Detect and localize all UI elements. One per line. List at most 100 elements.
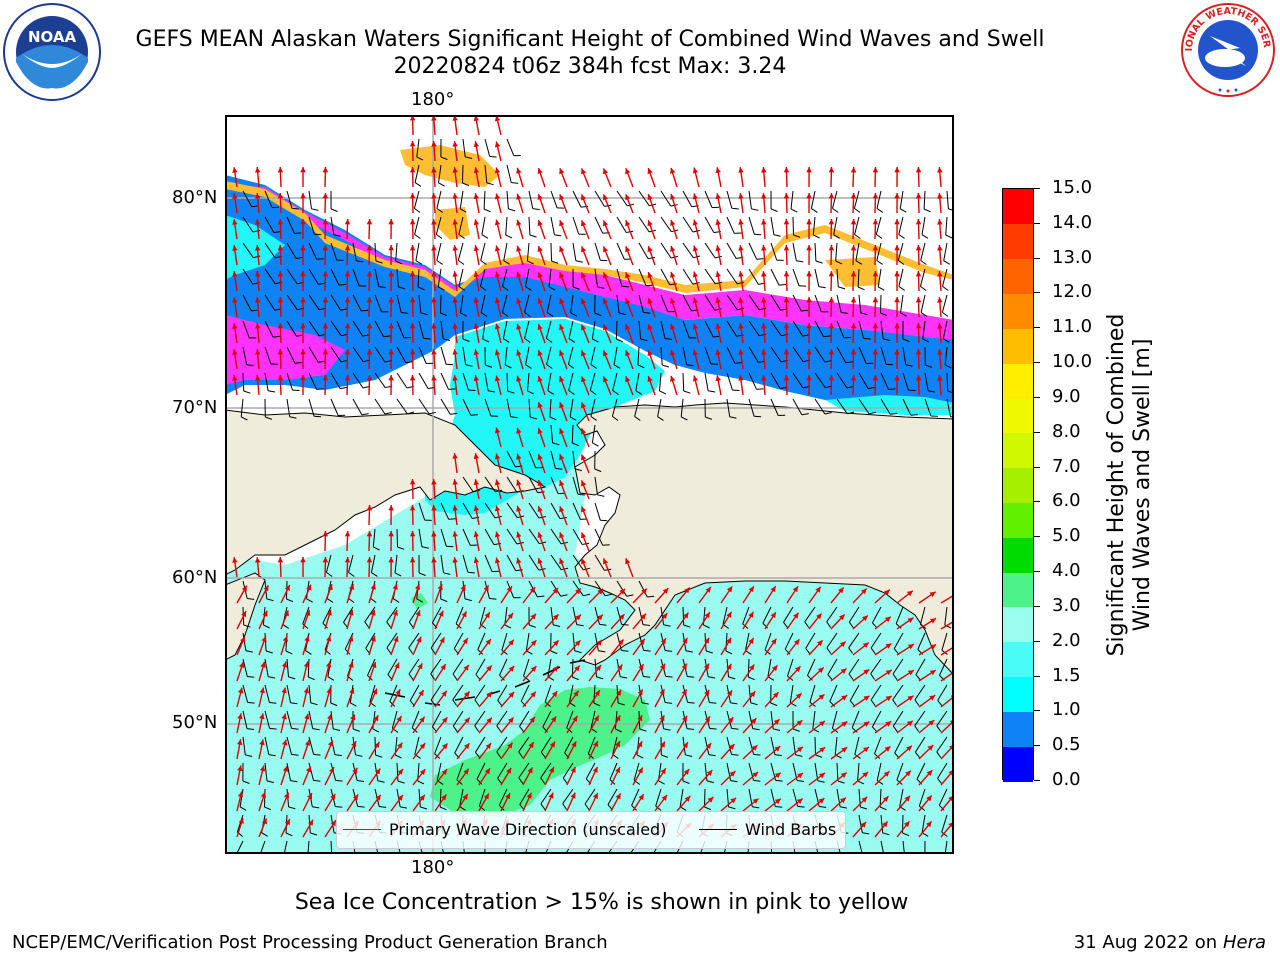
wind-barb [418, 294, 422, 313]
wave-arrow-head [872, 167, 879, 173]
wind-barb-flag [553, 624, 561, 627]
wave-arrow-head [783, 245, 790, 251]
wave-arrow-head [494, 167, 501, 174]
wave-arrow-head [537, 506, 543, 512]
wind-barb [631, 788, 640, 806]
wind-barb [308, 268, 319, 285]
wave-arrow-head [259, 713, 265, 720]
wind-barb-flag [312, 806, 320, 809]
wind-barb [330, 216, 335, 235]
wave-arrow-head [840, 668, 847, 674]
wind-barb-flag [239, 806, 247, 811]
wave-arrow-head [409, 115, 416, 121]
lon-label-top: 180° [411, 89, 455, 110]
wind-barb-flag [592, 338, 599, 343]
colorbar-segment [1003, 189, 1033, 225]
wind-barb [937, 762, 948, 779]
wind-barb [286, 736, 292, 755]
wave-arrow-head [850, 375, 857, 381]
wave-arrow-head [300, 245, 306, 251]
wave-arrow-head [872, 297, 879, 303]
wind-barb-flag [282, 624, 290, 629]
wind-barb-flag [489, 597, 497, 600]
wind-barb-flag [508, 208, 516, 212]
wind-barb-flag [598, 650, 606, 653]
wave-arrow-head [752, 798, 759, 804]
wind-barb-flag [778, 284, 787, 286]
wind-barb [770, 294, 782, 311]
wind-barb [682, 190, 693, 208]
wave-arrow-head [419, 769, 426, 776]
wave-arrow-head [930, 644, 936, 650]
wave-arrow-head [441, 769, 448, 775]
wind-barb-flag [525, 286, 532, 291]
wind-barb [870, 684, 882, 701]
wind-barb [458, 268, 464, 287]
wind-barb-flag [643, 676, 651, 678]
wind-barb [550, 424, 554, 443]
wave-arrow-head [375, 768, 381, 775]
wave-arrow-head [348, 635, 354, 642]
wind-barb [572, 476, 579, 495]
wind-barb-flag [540, 803, 546, 810]
wave-arrow-head [388, 245, 394, 251]
wind-barb [638, 216, 650, 233]
wave-arrow-head [816, 613, 822, 620]
wave-arrow-head [639, 638, 645, 645]
wave-arrow-head [915, 245, 922, 251]
wind-barb [880, 320, 884, 339]
wind-barb-flag [704, 806, 712, 811]
wind-barb-flag [361, 413, 369, 416]
wave-arrow-head [237, 765, 243, 772]
wind-barb-flag [860, 806, 868, 810]
wind-barb-flag [750, 702, 758, 706]
wind-barb-flag [350, 702, 357, 707]
wave-arrow-head [603, 194, 609, 201]
wave-arrow-head [282, 766, 289, 772]
wind-barb [308, 398, 315, 417]
wave-arrow-head [794, 639, 800, 646]
wind-barb [562, 762, 574, 779]
wave-arrow-head [818, 798, 825, 804]
wave-arrow-head [806, 193, 812, 199]
wind-barb-flag [793, 234, 801, 238]
wind-barb [835, 242, 838, 262]
colorbar-tick [1034, 222, 1040, 224]
wind-barb-flag [414, 182, 422, 187]
wind-barb [330, 372, 341, 389]
wave-arrow-head [330, 793, 336, 800]
wave-arrow-head [262, 610, 268, 617]
wind-barb-flag [289, 416, 297, 419]
wind-barb-flag [801, 309, 809, 312]
wave-arrow-head [670, 193, 676, 200]
wind-barb-flag [860, 312, 868, 316]
wind-barb-flag [552, 442, 560, 446]
colorbar-tick [1034, 605, 1040, 607]
wave-arrow-head [530, 691, 536, 698]
wind-barb [416, 138, 420, 157]
wind-barb [770, 372, 781, 389]
wave-arrow-head [537, 402, 543, 408]
wind-barb [836, 762, 839, 782]
wave-arrow-head [796, 720, 803, 726]
wave-arrow-head [937, 375, 943, 381]
wind-barb-flag [685, 754, 693, 757]
wave-direction-arrows-layer [232, 115, 954, 838]
wind-barb-flag [784, 648, 791, 655]
wind-barb [892, 710, 904, 727]
wind-barb [456, 762, 464, 781]
wind-barb [660, 190, 672, 207]
wind-barb [876, 762, 882, 781]
wind-barb [682, 346, 688, 365]
wave-arrow-head [670, 245, 676, 252]
wave-arrow-head [322, 323, 329, 329]
wave-arrow-head [285, 819, 290, 826]
wind-barb-flag [443, 572, 451, 575]
wind-barb [936, 710, 948, 727]
wind-barb [660, 346, 663, 366]
wind-barb-flag [819, 806, 827, 808]
wind-barb-flag [682, 780, 690, 784]
wind-barb-flag [356, 260, 364, 263]
wind-barb-flag [910, 414, 918, 416]
wave-arrow-head [885, 670, 892, 676]
